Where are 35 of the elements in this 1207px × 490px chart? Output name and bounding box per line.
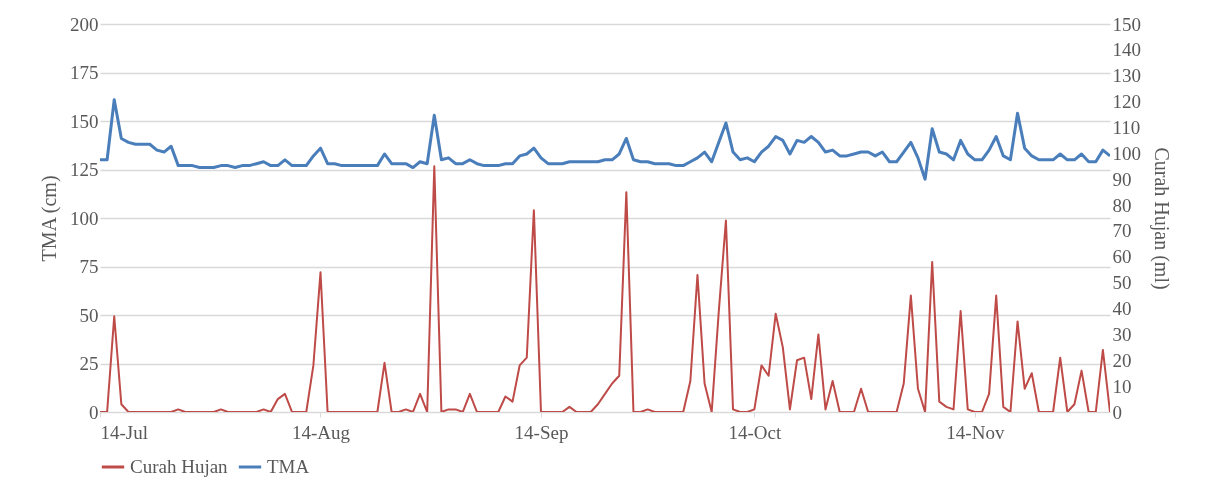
y-tick-label: 0 <box>89 401 99 423</box>
y2-tick-label: 0 <box>1112 401 1122 423</box>
y-tick-label: 50 <box>79 304 99 326</box>
y2-tick-label: 30 <box>1112 323 1132 345</box>
x-tick-label: 14-Jul <box>100 421 148 443</box>
x-tick-label: 14-Aug <box>291 421 351 443</box>
y2-tick-label: 110 <box>1112 116 1141 138</box>
y2-tick-label: 150 <box>1112 13 1141 35</box>
y-tick-label: 75 <box>79 256 99 277</box>
x-tick-label: 14-Sep <box>514 421 569 443</box>
y2-tick-label: 50 <box>1112 272 1132 294</box>
y-tick-label: 150 <box>70 110 99 132</box>
y-tick-label: 175 <box>70 62 99 83</box>
y2-tick-label: 120 <box>1112 91 1141 113</box>
y2-tick-label: 140 <box>1112 39 1141 61</box>
y-tick-label: 125 <box>70 159 99 180</box>
y-tick-label: 100 <box>70 207 99 229</box>
y2-tick-label: 100 <box>1112 142 1141 164</box>
y-tick-label: 200 <box>70 13 99 35</box>
y-tick-label: 25 <box>79 353 99 374</box>
y2-axis-title: Curah Hujan (ml) <box>1150 147 1173 290</box>
y2-tick-label: 10 <box>1112 375 1132 397</box>
x-tick-label: 14-Oct <box>728 421 782 443</box>
y2-tick-label: 130 <box>1112 65 1141 87</box>
y2-tick-label: 40 <box>1112 298 1132 320</box>
y-axis-title: TMA (cm) <box>38 175 61 262</box>
y2-tick-label: 60 <box>1112 246 1132 268</box>
line-series <box>100 98 1110 181</box>
legend-label: TMA <box>267 456 310 477</box>
y2-tick-label: 80 <box>1112 194 1132 216</box>
x-tick-label: 14-Nov <box>946 421 1005 443</box>
y2-tick-label: 20 <box>1112 349 1132 371</box>
y2-tick-label: 90 <box>1112 168 1132 190</box>
y2-tick-label: 70 <box>1112 220 1132 242</box>
legend-label: Curah Hujan <box>130 456 229 477</box>
